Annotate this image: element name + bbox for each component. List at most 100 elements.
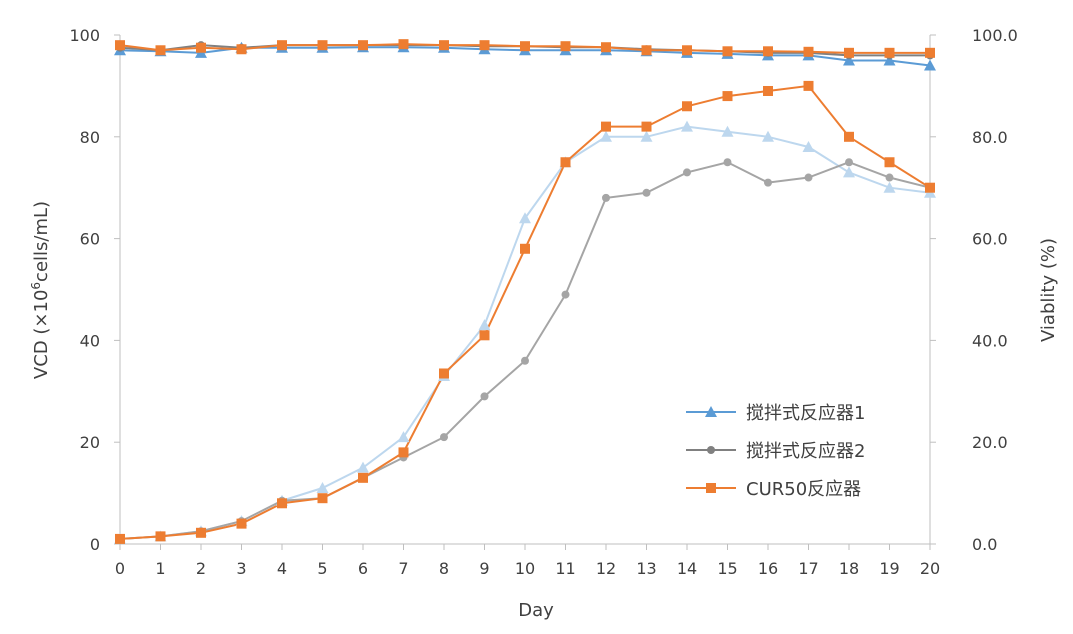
viability-point-3 [601,42,611,53]
x-tick-label: 7 [398,559,408,578]
x-tick-label: 15 [717,559,737,578]
vcd-point-2 [885,173,894,182]
viability-point-3 [479,40,490,51]
x-tick-label: 19 [879,559,899,578]
x-tick-label: 5 [317,559,327,578]
x-tick-label: 8 [439,559,449,578]
viability-point-1 [843,54,855,66]
x-tick-label: 12 [596,559,616,578]
y-left-tick-label: 60 [80,230,100,249]
vcd-point-1 [802,140,815,152]
vcd-point-3 [884,157,895,168]
y-left-tick-label: 0 [90,535,100,554]
vcd-point-3 [763,85,773,96]
x-tick-label: 10 [515,559,535,578]
viability-point-3 [358,40,368,51]
axes-layer: 0 1 2 3 4 5 6 7 8 9 10 11 12 13 14 15 16 17 18 19 2002040608… [69,26,1017,578]
viability-point-3 [196,42,206,53]
legend-label-2: 搅拌式反应器2 [746,441,865,462]
vcd-point-2 [764,178,772,187]
vcd-point-3 [236,518,247,529]
vcd-line-3 [119,84,931,540]
x-tick-label: 11 [555,559,575,578]
legend-marker-3 [706,483,716,493]
viability-point-3 [439,40,449,51]
legend-marker-1 [705,406,717,417]
x-tick-label: 3 [236,559,246,578]
x-tick-label: 1 [155,559,165,578]
legend-label-3: CUR50反应器 [746,479,861,500]
x-tick-label: 18 [839,559,859,578]
vcd-point-1 [357,461,369,473]
viability-point-3 [803,46,814,57]
vcd-point-1 [883,181,896,193]
x-tick-label: 0 [115,559,125,578]
y-right-tick-label: 60.0 [972,230,1008,249]
vcd-point-1 [397,431,410,443]
y-left-tick-label: 40 [80,331,100,350]
x-tick-label: 16 [758,559,778,578]
viability-point-3 [520,41,530,52]
viability-point-3 [398,39,409,50]
legend: 搅拌式反应器1 搅拌式反应器2 CUR50反应器 [686,403,865,500]
y-left-tick-label: 100 [69,26,100,45]
vcd-point-1 [478,319,491,331]
y-right-tick-label: 100.0 [972,26,1018,45]
vcd-point-3 [925,182,935,193]
vcd-point-3 [317,493,328,504]
vcd-point-3 [277,498,287,509]
y-right-tick-label: 40.0 [972,331,1008,350]
x-tick-label: 4 [277,559,287,578]
series-markers [114,39,936,544]
y-left-tick-label: 20 [80,433,100,452]
viability-point-3 [277,40,287,51]
vcd-point-1 [843,166,855,178]
vcd-line-1 [119,125,931,540]
vcd-point-3 [601,121,611,132]
vcd-point-2 [602,193,610,202]
vcd-point-1 [316,482,329,494]
vcd-point-2 [845,158,853,167]
x-tick-label: 13 [636,559,656,578]
vcd-point-3 [115,533,125,544]
viability-point-3 [115,40,125,51]
viability-point-3 [560,41,571,52]
vcd-point-1 [721,125,734,137]
vcd-point-2 [723,158,732,167]
series-lines [119,43,931,540]
vcd-point-3 [722,91,733,102]
viability-point-1 [924,59,936,71]
y-axis-left-title-pre: VCD (×10 [31,290,52,379]
viability-point-3 [682,45,692,56]
y-axis-left-title-post: cells/mL) [31,201,52,282]
x-tick-label: 20 [920,559,940,578]
vcd-point-3 [844,131,854,142]
vcd-point-2 [642,188,651,197]
x-tick-label: 14 [677,559,697,578]
y-right-tick-label: 80.0 [972,128,1008,147]
y-right-tick-label: 20.0 [972,433,1008,452]
y-left-tick-label: 80 [80,128,100,147]
vcd-point-3 [803,80,814,91]
vcd-point-1 [640,130,653,142]
vcd-point-3 [520,243,530,254]
viability-point-3 [763,46,773,57]
vcd-point-3 [682,101,692,112]
vcd-point-3 [439,368,449,379]
y-right-tick-label: 0.0 [972,535,997,554]
vcd-point-1 [600,130,612,142]
vcd-point-2 [804,173,813,182]
vcd-point-2 [440,433,448,442]
y-axis-right-title: Viablity (%) [1038,238,1059,342]
viability-point-3 [925,47,935,58]
vcd-point-1 [681,120,693,132]
viability-point-3 [844,47,854,58]
vcd-point-3 [560,157,571,168]
x-tick-label: 9 [479,559,489,578]
vcd-point-2 [683,168,691,177]
vcd-point-2 [521,356,529,365]
legend-marker-2 [707,446,715,454]
y-axis-left-title: VCD (×106cells/mL) [29,201,52,379]
vcd-point-3 [479,330,490,341]
